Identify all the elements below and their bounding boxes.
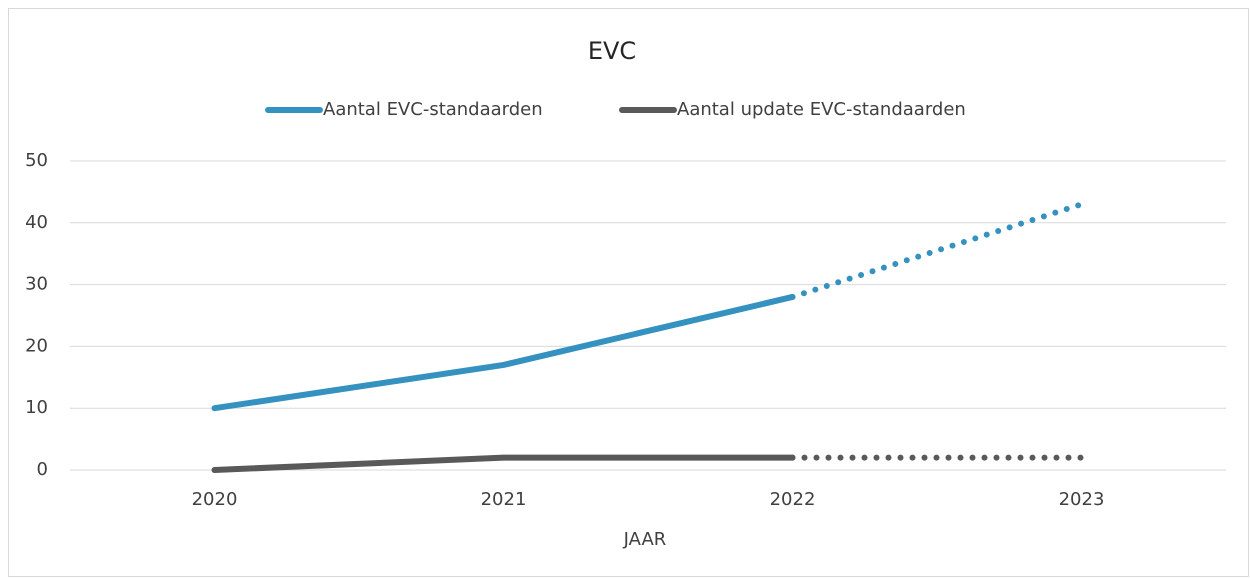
chart-title: EVC bbox=[588, 37, 636, 65]
y-tick-label: 0 bbox=[37, 459, 48, 480]
y-tick-label: 30 bbox=[25, 274, 48, 295]
series-line bbox=[211, 293, 796, 412]
y-tick-label: 50 bbox=[25, 150, 48, 171]
series-line-dotted bbox=[789, 201, 1085, 300]
y-tick-label: 10 bbox=[25, 397, 48, 418]
x-tick-label: 2021 bbox=[481, 489, 527, 510]
y-tick-label: 20 bbox=[25, 335, 48, 356]
y-tick-label: 40 bbox=[25, 212, 48, 233]
x-tick-label: 2022 bbox=[770, 489, 816, 510]
x-tick-label: 2020 bbox=[192, 489, 238, 510]
legend-label: Aantal update EVC-standaarden bbox=[677, 99, 966, 120]
legend-label: Aantal EVC-standaarden bbox=[323, 99, 543, 120]
x-tick-label: 2023 bbox=[1059, 489, 1105, 510]
chart-frame bbox=[8, 8, 1249, 577]
x-axis-label: JAAR bbox=[623, 529, 667, 550]
series-line bbox=[211, 454, 796, 473]
